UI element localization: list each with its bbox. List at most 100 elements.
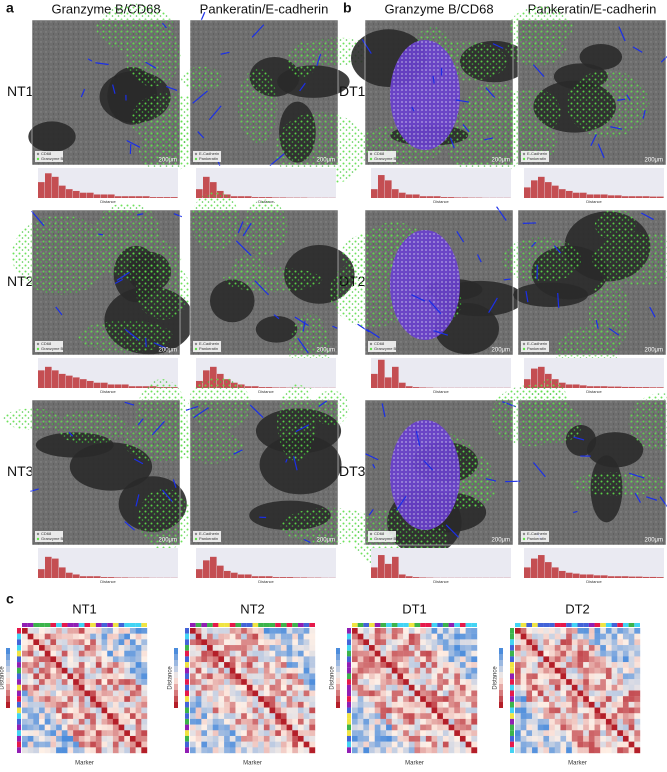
legend-text: Pankeratin: [199, 156, 218, 161]
heatmap-cell: [442, 724, 449, 731]
heatmap-cell: [554, 696, 561, 703]
clip-frame: [31, 209, 181, 356]
heatmap-cell: [101, 628, 108, 634]
heatmap-cell: [605, 650, 612, 657]
heatmap-cell: [252, 707, 259, 714]
heatmap-cell: [459, 713, 466, 720]
legend-text: E-Cadherin: [199, 151, 219, 156]
colorbar-seg: [6, 666, 10, 672]
heatmap-cell: [33, 713, 40, 720]
heatmap-cell: [292, 645, 299, 651]
heatmap-cell: [90, 690, 97, 697]
heatmap-cell: [218, 645, 225, 651]
heatmap-cell: [369, 741, 375, 748]
histogram-bar: [538, 555, 545, 578]
scale-bar-label: 200μm: [317, 158, 335, 164]
heatmap-cell: [397, 656, 404, 663]
heatmap-cell: [459, 707, 466, 714]
heatmap-cell: [141, 690, 148, 697]
histogram-bar: [224, 570, 231, 578]
heatmap-cell: [520, 673, 527, 680]
scale-bar-label: 200μm: [159, 158, 177, 164]
heatmap-cell: [112, 639, 119, 646]
blue-link: [423, 460, 434, 471]
colorbar-label: Distance: [493, 666, 499, 690]
cluster-strip: [17, 656, 21, 663]
blue-link: [610, 126, 623, 130]
histogram-bar: [580, 385, 587, 388]
histogram-bar: [406, 576, 413, 578]
heatmap-cell: [22, 667, 28, 674]
heatmap-cell: [543, 741, 550, 748]
legend-text: CD68: [41, 341, 52, 346]
heatmap-cell: [73, 741, 80, 748]
heatmap-cell: [414, 650, 421, 657]
colorbar-seg: [336, 684, 340, 690]
heatmap-cell: [303, 645, 310, 651]
heatmap-cell: [22, 696, 28, 703]
heatmap-cell: [258, 679, 265, 686]
heatmap-cell: [549, 650, 555, 657]
heatmap-cell: [454, 667, 461, 674]
heatmap-cell: [33, 684, 40, 691]
heatmap-cell: [39, 679, 45, 686]
heatmap-cell: [39, 730, 45, 737]
heatmap-cell: [141, 673, 148, 680]
heatmap-cell: [600, 639, 607, 646]
heatmap-cell: [224, 747, 230, 754]
heatmap-cell: [84, 701, 91, 708]
blue-link: [428, 299, 442, 315]
heatmap-cell: [622, 741, 629, 748]
heatmap-cell: [515, 724, 521, 731]
histogram-bar: [136, 196, 143, 198]
heatmap-cell: [588, 724, 595, 731]
heatmap-cell: [454, 650, 461, 657]
dark-region: [209, 279, 255, 323]
heatmap-cell: [27, 713, 34, 720]
heatmap-cell: [465, 673, 472, 680]
cluster-strip: [124, 623, 130, 627]
heatmap-cell: [583, 662, 590, 668]
heatmap-cell: [363, 628, 370, 634]
heatmap-cell: [22, 628, 28, 634]
heatmap-cell: [44, 701, 51, 708]
heatmap-cell: [303, 707, 310, 714]
heatmap-cell: [229, 639, 236, 646]
cluster-strip: [101, 623, 108, 627]
histogram-bar: [643, 576, 650, 578]
heatmap-cell: [258, 741, 265, 748]
heatmap-cell: [566, 741, 573, 748]
x-axis-label: Marker: [243, 761, 262, 767]
heatmap-cell: [263, 656, 270, 663]
row-label: NT1: [7, 83, 34, 99]
heatmap-cell: [229, 645, 236, 651]
heatmap-cell: [605, 662, 612, 668]
cluster-strip: [347, 656, 351, 663]
heatmap-cell: [577, 707, 584, 714]
histogram-bar: [94, 382, 101, 388]
heatmap-cell: [442, 707, 449, 714]
heatmap-cell: [543, 684, 550, 691]
legend-swatch: [194, 157, 198, 161]
heatmap-cell: [532, 639, 538, 646]
heatmap-cell: [61, 713, 68, 720]
heatmap-cell: [526, 628, 533, 634]
cluster-strip: [571, 623, 578, 627]
heatmap-cell: [124, 645, 131, 651]
heatmap-cell: [577, 662, 584, 668]
legend-text: Granzyme B: [41, 346, 64, 351]
legend-text: Granzyme B: [41, 156, 64, 161]
heatmap-cell: [263, 701, 270, 708]
heatmap-cell: [352, 730, 358, 737]
colorbar-seg: [174, 648, 178, 654]
histogram-bar: [38, 569, 45, 578]
heatmap-cell: [352, 639, 358, 646]
heatmap-cell: [611, 645, 618, 651]
heatmap-cell: [84, 707, 91, 714]
blue-link: [136, 213, 144, 216]
blue-link: [496, 206, 507, 221]
heatmap-cell: [67, 735, 74, 742]
heatmap-cell: [263, 650, 270, 657]
heatmap-cell: [431, 639, 438, 646]
heatmap-cell: [459, 662, 466, 668]
